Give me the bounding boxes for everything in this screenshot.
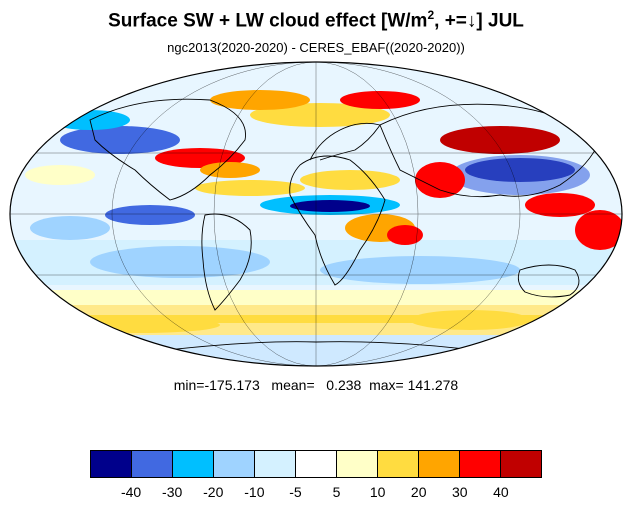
colorbar-swatch xyxy=(378,451,419,477)
world-map xyxy=(9,61,623,367)
colorbar-swatch xyxy=(91,451,132,477)
colorbar-swatch xyxy=(214,451,255,477)
chart-subtitle: ngc2013(2020-2020) - CERES_EBAF((2020-20… xyxy=(167,40,465,55)
colorbar-tick-label: 30 xyxy=(452,484,468,500)
map-field xyxy=(10,62,622,366)
colorbar-swatch xyxy=(337,451,378,477)
colorbar-swatch xyxy=(501,451,541,477)
colorbar xyxy=(90,450,542,478)
colorbar-swatch xyxy=(132,451,173,477)
colorbar-tick-label: -5 xyxy=(289,484,302,500)
colorbar-ticks: -40 -30 -20 -10 -5 5 10 20 30 40 xyxy=(90,484,542,502)
colorbar-swatch xyxy=(419,451,460,477)
colorbar-tick-label: -10 xyxy=(244,484,265,500)
colorbar-swatch xyxy=(255,451,296,477)
title-main: Surface SW + LW cloud effect [W/m xyxy=(108,10,428,32)
colorbar-swatch xyxy=(173,451,214,477)
colorbar-tick-label: 10 xyxy=(369,484,386,500)
colorbar-tick-label: 20 xyxy=(410,484,427,500)
colorbar-tick-label: -40 xyxy=(120,484,142,500)
colorbar-tick-label: -20 xyxy=(203,484,224,500)
globe-border xyxy=(9,61,623,367)
continents xyxy=(89,98,601,353)
chart-title: Surface SW + LW cloud effect [W/m2, +=↓]… xyxy=(0,8,632,32)
colorbar-swatch xyxy=(460,451,501,477)
title-superscript: 2 xyxy=(427,8,435,22)
stats-line: min=-175.173 mean= 0.238 max= 141.278 xyxy=(173,377,459,393)
title-tail: , +=↓] JUL xyxy=(434,10,524,32)
graticule xyxy=(10,62,622,366)
colorbar-swatch xyxy=(296,451,337,477)
colorbar-tick-label: 40 xyxy=(493,484,509,500)
colorbar-tick-label: 5 xyxy=(332,484,341,500)
colorbar-tick-label: -30 xyxy=(162,484,183,500)
